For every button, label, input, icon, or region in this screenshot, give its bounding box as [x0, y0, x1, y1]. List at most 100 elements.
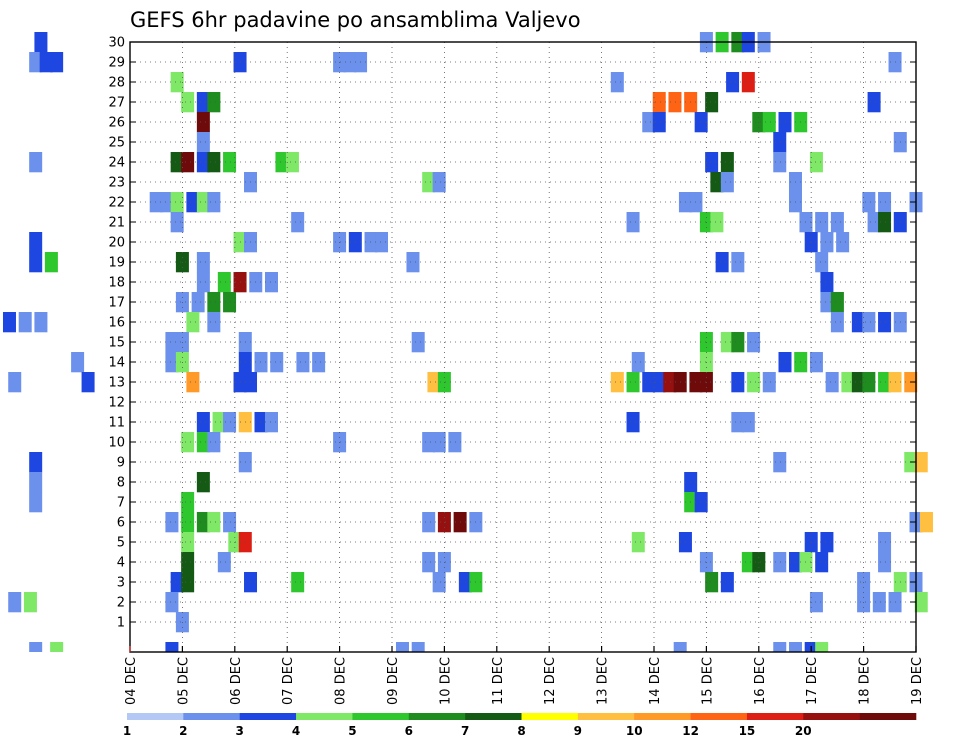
heatmap-cell	[291, 572, 305, 593]
heatmap-cell	[851, 372, 865, 393]
heatmap-cell	[448, 432, 462, 453]
heatmap-cell	[181, 572, 195, 593]
y-tick-label: 11	[108, 416, 125, 431]
colorbar-segment	[859, 713, 917, 720]
y-tick-label: 10	[108, 436, 125, 451]
x-tick-label: 18 DEC	[858, 657, 873, 705]
heatmap-cell	[170, 572, 184, 593]
heatmap-cell	[50, 642, 64, 652]
heatmap-cell	[170, 152, 184, 173]
heatmap-cell	[914, 452, 928, 473]
heatmap-cell	[34, 32, 48, 53]
heatmap-cell	[747, 372, 761, 393]
colorbar-label: 5	[348, 724, 356, 738]
heatmap-cell	[652, 92, 666, 113]
heatmap-cell	[610, 72, 624, 93]
colorbar-label: 6	[405, 724, 413, 738]
chart-title: GEFS 6hr padavine po ansamblima Valjevo	[130, 8, 581, 32]
heatmap-cell	[694, 112, 708, 133]
y-tick-label: 19	[108, 256, 125, 271]
heatmap-cell	[296, 352, 310, 373]
heatmap-cell	[731, 412, 745, 433]
heatmap-cell	[773, 642, 787, 652]
heatmap-cell	[223, 152, 237, 173]
heatmap-cell	[207, 152, 221, 173]
heatmap-cell	[642, 112, 656, 133]
heatmap-cell	[181, 532, 195, 553]
heatmap-cell	[29, 472, 43, 493]
heatmap-cell	[181, 92, 195, 113]
heatmap-cell	[731, 252, 745, 273]
y-tick-label: 18	[108, 276, 125, 291]
heatmap-cell	[170, 212, 184, 233]
heatmap-cell	[741, 72, 755, 93]
heatmap-cells	[2, 32, 933, 652]
heatmap-cell	[196, 432, 210, 453]
heatmap-cell	[196, 132, 210, 153]
colorbar-label: 8	[517, 724, 525, 738]
colorbar-segment	[803, 713, 860, 720]
heatmap-cell	[820, 232, 834, 253]
y-tick-label: 15	[108, 336, 125, 351]
heatmap-cell	[715, 252, 729, 273]
heatmap-cell	[181, 432, 195, 453]
heatmap-cell	[820, 292, 834, 313]
heatmap-cell	[50, 52, 64, 73]
heatmap-cell	[427, 372, 441, 393]
heatmap-cell	[820, 272, 834, 293]
x-tick-label: 07 DEC	[281, 657, 296, 705]
heatmap-cell	[264, 272, 278, 293]
heatmap-cell	[809, 152, 823, 173]
y-tick-label: 27	[108, 96, 125, 111]
heatmap-cell	[809, 592, 823, 613]
x-tick-label: 08 DEC	[334, 657, 349, 705]
heatmap-cell	[196, 152, 210, 173]
plot-frame	[129, 41, 917, 653]
heatmap-cell	[395, 642, 409, 652]
x-tick-label: 15 DEC	[700, 657, 715, 705]
heatmap-cell	[867, 212, 881, 233]
y-tick-label: 20	[108, 236, 125, 251]
colorbar-segment	[690, 713, 748, 720]
heatmap-cell	[217, 552, 231, 573]
heatmap-cell	[872, 592, 886, 613]
heatmap-cell	[673, 642, 687, 652]
heatmap-cell	[762, 112, 776, 133]
heatmap-cell	[18, 312, 32, 333]
heatmap-cell	[652, 112, 666, 133]
y-tick-label: 30	[108, 36, 125, 51]
heatmap-cell	[212, 412, 226, 433]
heatmap-cell	[726, 72, 740, 93]
heatmap-cell	[165, 642, 179, 652]
heatmap-cell	[44, 252, 58, 273]
heatmap-cell	[773, 132, 787, 153]
heatmap-cell	[264, 412, 278, 433]
heatmap-cell	[668, 92, 682, 113]
heatmap-cell	[23, 592, 37, 613]
colorbar-segment	[634, 713, 691, 720]
x-tick-label: 16 DEC	[753, 657, 768, 705]
heatmap-cell	[275, 152, 289, 173]
heatmap-cell	[207, 292, 221, 313]
heatmap-cell	[2, 312, 16, 333]
heatmap-cell	[720, 572, 734, 593]
heatmap-cell	[731, 372, 745, 393]
heatmap-cell	[196, 272, 210, 293]
heatmap-cell	[878, 312, 892, 333]
colorbar-segment	[521, 713, 579, 720]
colorbar-segment	[296, 713, 353, 720]
colorbar-label: 1	[123, 724, 131, 738]
heatmap-cell	[830, 292, 844, 313]
heatmap-cell	[196, 192, 210, 213]
heatmap-cell	[181, 552, 195, 573]
x-tick-label: 10 DEC	[438, 657, 453, 705]
heatmap-cell	[312, 352, 326, 373]
colorbar-segment	[408, 713, 466, 720]
heatmap-cell	[34, 312, 48, 333]
heatmap-cell	[878, 552, 892, 573]
heatmap-cell	[422, 432, 436, 453]
heatmap-cell	[741, 552, 755, 573]
heatmap-cell	[207, 92, 221, 113]
heatmap-cell	[196, 92, 210, 113]
y-tick-label: 14	[108, 356, 125, 371]
